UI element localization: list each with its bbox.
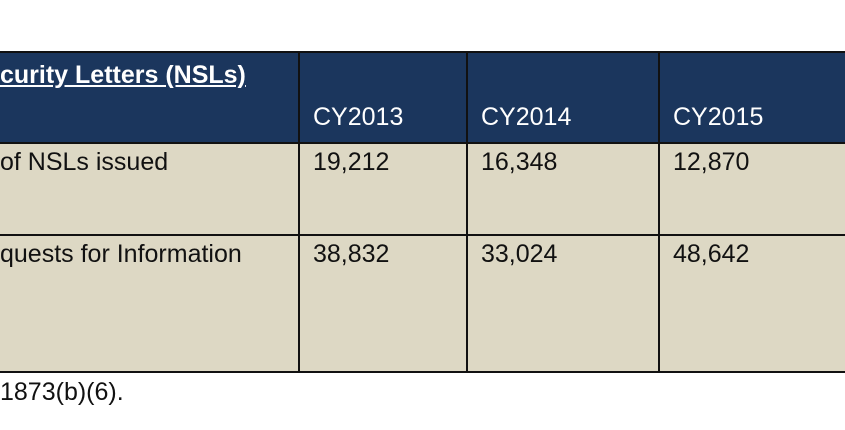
header-cell: curity Letters (NSLs)	[0, 51, 300, 144]
body-cell: 33,024	[466, 234, 660, 373]
body-cell: 48,642	[658, 234, 845, 373]
body-cell: 38,832	[298, 234, 468, 373]
cell-value: 19,212	[313, 148, 390, 176]
cell-value: 12,870	[673, 148, 750, 176]
row-label: quests for Information	[0, 240, 242, 268]
table-title: curity Letters (NSLs)	[0, 61, 246, 89]
header-cell: CY2013	[298, 51, 468, 144]
footnote: 1873(b)(6).	[0, 378, 124, 406]
header-cell: CY2015	[658, 51, 845, 144]
column-header: CY2014	[481, 103, 572, 131]
column-header: CY2015	[673, 103, 764, 131]
cell-value: 48,642	[673, 240, 750, 268]
body-cell: 16,348	[466, 142, 660, 236]
body-cell: quests for Information	[0, 234, 300, 373]
body-cell: of NSLs issued	[0, 142, 300, 236]
column-header: CY2013	[313, 103, 404, 131]
cell-value: 16,348	[481, 148, 558, 176]
cell-value: 33,024	[481, 240, 558, 268]
cell-value: 38,832	[313, 240, 390, 268]
row-label: of NSLs issued	[0, 148, 169, 176]
body-cell: 12,870	[658, 142, 845, 236]
body-cell: 19,212	[298, 142, 468, 236]
header-cell: CY2014	[466, 51, 660, 144]
